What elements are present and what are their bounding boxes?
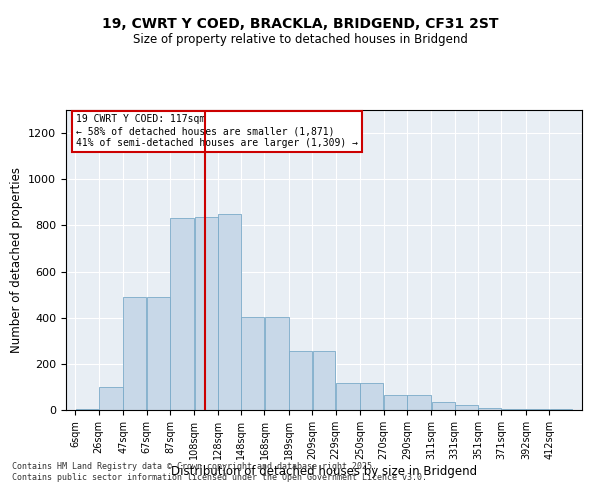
Bar [265, 316, 289, 410]
Bar [431, 402, 455, 410]
Bar [478, 408, 501, 410]
Y-axis label: Number of detached properties: Number of detached properties [10, 167, 23, 353]
Bar [407, 395, 431, 410]
Bar [313, 351, 335, 410]
Text: Contains public sector information licensed under the Open Government Licence v3: Contains public sector information licen… [12, 473, 427, 482]
Bar [218, 214, 241, 410]
Bar [502, 409, 526, 410]
Bar [241, 316, 264, 410]
Bar [289, 351, 312, 410]
Bar [147, 297, 170, 410]
Bar [336, 384, 360, 410]
Bar [124, 297, 146, 410]
Text: Size of property relative to detached houses in Bridgend: Size of property relative to detached ho… [133, 32, 467, 46]
Bar [99, 387, 123, 410]
X-axis label: Distribution of detached houses by size in Bridgend: Distribution of detached houses by size … [171, 464, 477, 477]
Bar [170, 218, 194, 410]
Text: 19, CWRT Y COED, BRACKLA, BRIDGEND, CF31 2ST: 19, CWRT Y COED, BRACKLA, BRIDGEND, CF31… [102, 18, 498, 32]
Bar [361, 384, 383, 410]
Bar [455, 406, 478, 410]
Text: 19 CWRT Y COED: 117sqm
← 58% of detached houses are smaller (1,871)
41% of semi-: 19 CWRT Y COED: 117sqm ← 58% of detached… [76, 114, 358, 148]
Bar [526, 409, 549, 410]
Bar [194, 218, 218, 410]
Text: Contains HM Land Registry data © Crown copyright and database right 2025.: Contains HM Land Registry data © Crown c… [12, 462, 377, 471]
Bar [76, 409, 98, 410]
Bar [384, 395, 407, 410]
